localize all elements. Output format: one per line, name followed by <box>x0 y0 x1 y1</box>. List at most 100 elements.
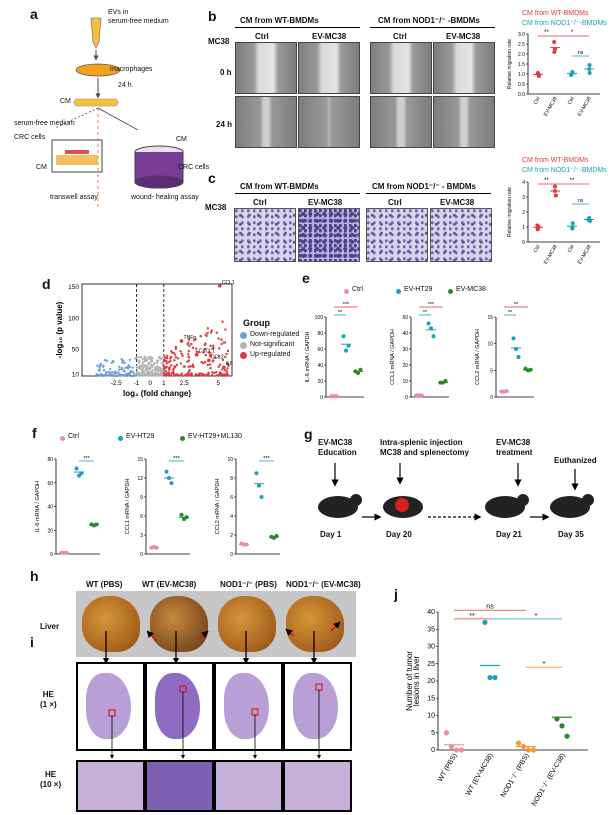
data-point <box>156 362 158 364</box>
syringe-icon <box>74 99 118 106</box>
panel-label-i: i <box>30 634 34 650</box>
h-head-1: WT (PBS) <box>86 580 122 589</box>
category-label: EV-MC38 <box>577 96 593 118</box>
data-point <box>129 359 131 361</box>
y-tick-label: 50 <box>72 347 80 354</box>
data-point <box>168 366 170 368</box>
y-tick-label: 35 <box>427 626 435 633</box>
data-point <box>200 335 202 337</box>
y-tick-label: 1.5 <box>518 62 525 68</box>
data-point <box>571 221 575 225</box>
data-point <box>134 357 136 359</box>
y-tick-label: 0 <box>490 395 493 401</box>
y-axis-label: Relative migration rate <box>507 187 513 237</box>
data-point <box>219 372 221 374</box>
y-tick-label: 20 <box>317 379 323 385</box>
data-point <box>201 374 203 376</box>
data-point <box>221 321 223 323</box>
chart-e-il6: 020406080100IL-6 mRNA / GAPDH***** <box>300 295 370 410</box>
he-10x-image <box>283 760 352 812</box>
sig-label: ** <box>544 178 549 184</box>
cm-label-2: CM <box>36 164 47 171</box>
data-point <box>132 366 134 368</box>
data-point <box>220 343 222 345</box>
data-point <box>153 363 155 365</box>
data-point <box>188 350 190 352</box>
data-point <box>120 374 122 376</box>
c-ctrl1: Ctrl <box>253 198 267 207</box>
data-point <box>196 374 198 376</box>
sig-label: *** <box>428 302 435 308</box>
data-point <box>184 374 186 376</box>
data-point <box>151 364 153 366</box>
macrophages-label: macrophages <box>110 66 152 73</box>
data-point <box>177 374 179 376</box>
serum-free-label: serum-free medium <box>14 120 75 127</box>
data-point <box>170 372 172 374</box>
data-point <box>146 365 148 367</box>
data-point <box>147 371 149 373</box>
y-tick-label: 3.0 <box>518 32 525 38</box>
data-point <box>209 363 211 365</box>
data-point <box>432 334 436 338</box>
data-point <box>172 368 174 370</box>
y-tick-label: 8 <box>230 476 233 482</box>
legend-e-ctrl: Ctrl <box>352 286 363 293</box>
y-tick-label: 0 <box>431 747 435 754</box>
b-head-nod: CM from NOD1⁻/⁻ -BMDMs <box>378 16 480 25</box>
legend-d-swatch-ns <box>240 342 247 349</box>
y-tick-label: 150 <box>68 284 79 291</box>
data-point <box>427 321 431 325</box>
data-point <box>552 40 556 44</box>
y-tick-label: 0 <box>230 552 233 558</box>
data-point <box>204 361 206 363</box>
data-point <box>217 366 219 368</box>
data-point <box>505 389 509 393</box>
chart-c: 01234Relative migration rateCtrl EV-MC38 C… <box>506 158 606 268</box>
gene-label: TNFα <box>184 335 197 341</box>
data-point <box>189 365 191 367</box>
g-day35: Day 35 <box>558 530 584 539</box>
data-point <box>536 227 540 231</box>
data-point <box>224 356 226 358</box>
y-axis-label: CCL1 mRNA / GAPDH <box>390 329 396 385</box>
data-point <box>342 334 346 338</box>
y-tick-label: 10 <box>402 379 408 385</box>
data-point <box>176 364 178 366</box>
h-i-arrows <box>76 591 356 761</box>
data-point <box>140 365 142 367</box>
micrograph-c <box>234 208 296 262</box>
data-point <box>142 367 144 369</box>
data-point <box>179 350 181 352</box>
y-tick-label: 25 <box>427 661 435 668</box>
data-point <box>165 360 167 362</box>
chart-f-il6: 020406080IL-6 mRNA / GAPDH*** <box>28 445 108 565</box>
data-point <box>225 371 227 373</box>
data-point <box>188 374 190 376</box>
data-point <box>175 356 177 358</box>
data-point <box>180 374 182 376</box>
y-tick-label: 30 <box>427 644 435 651</box>
b-ctrl2: Ctrl <box>393 32 407 41</box>
data-point <box>139 374 141 376</box>
data-point <box>166 362 168 364</box>
y-tick-label: 0.0 <box>518 92 525 98</box>
data-point <box>159 369 161 371</box>
data-point <box>517 355 521 359</box>
data-point <box>190 343 192 345</box>
time-label: 24 h <box>118 82 132 89</box>
data-point <box>225 374 227 376</box>
y-tick-label: 20 <box>427 678 435 685</box>
data-point <box>144 359 146 361</box>
h-head-3: NOD1⁻/⁻ (PBS) <box>220 580 277 589</box>
data-point <box>195 347 197 349</box>
data-point <box>588 63 592 67</box>
data-point <box>512 336 516 340</box>
gene-label: IL6 <box>226 361 233 367</box>
data-point <box>205 374 207 376</box>
y-tick-label: 0.5 <box>518 82 525 88</box>
x-tick-label: 2.5 <box>180 380 189 387</box>
y-axis-label: CCL2 mRNA / GAPDH <box>215 479 221 535</box>
sig-label: *** <box>343 302 350 308</box>
y-tick-label: 40 <box>317 363 323 369</box>
